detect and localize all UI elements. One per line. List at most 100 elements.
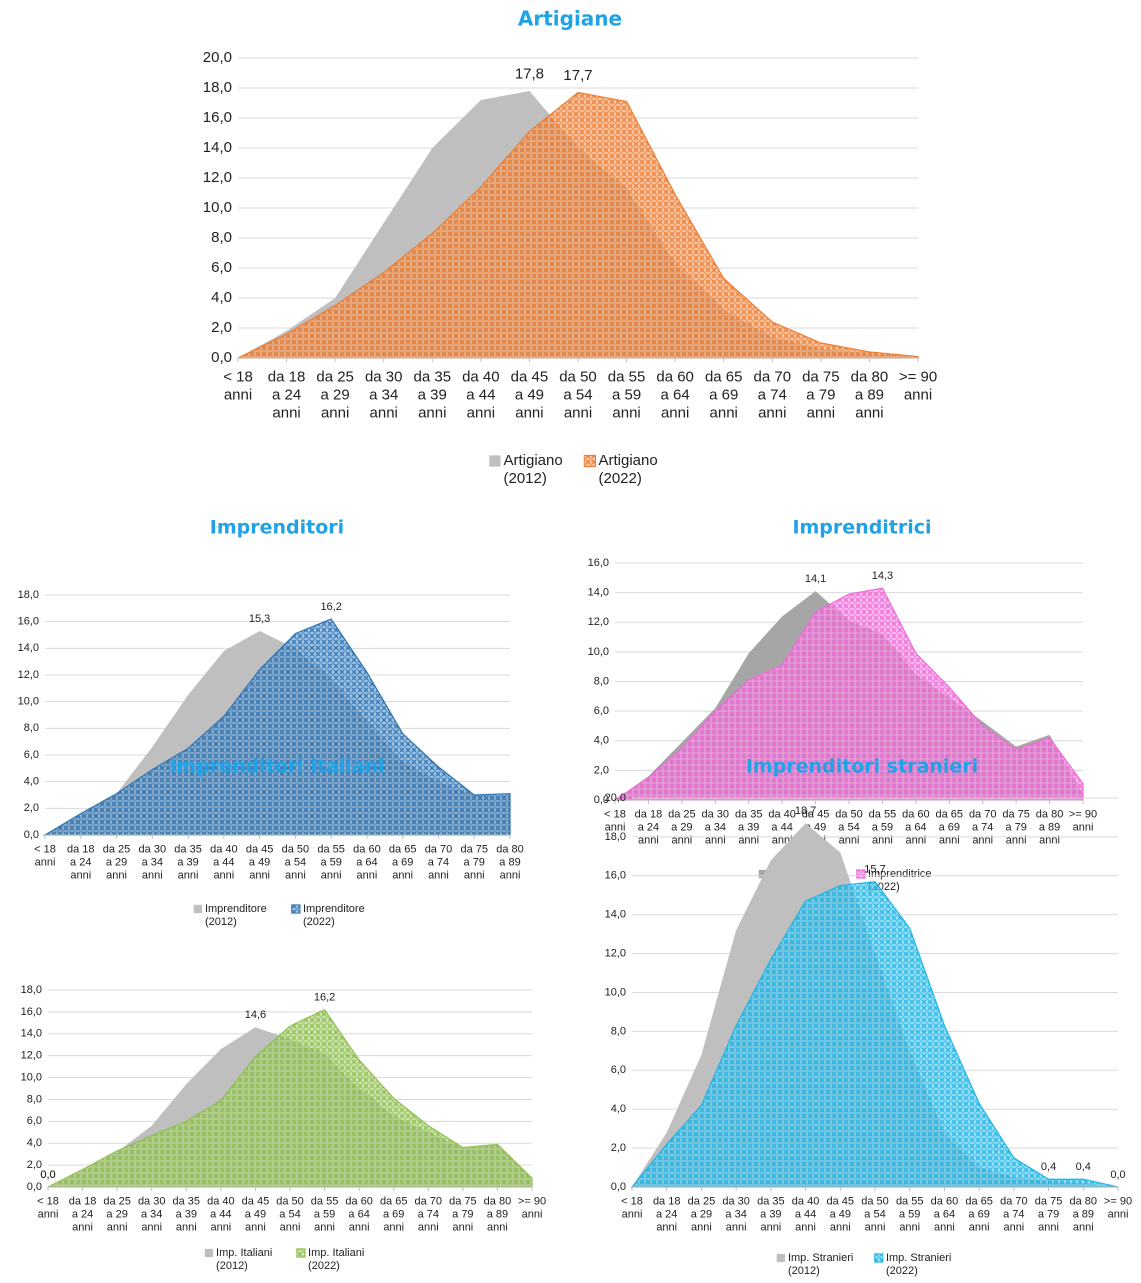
legend-swatch (776, 1253, 785, 1263)
legend-label: Imp. Italiani (2022) (308, 1247, 364, 1272)
x-tick-label: < 18 anni (37, 1195, 59, 1220)
y-tick-label: 0,0 (24, 829, 39, 841)
x-tick-label: da 70 a 74 anni (415, 1195, 443, 1233)
x-tick-label: da 25 a 29 anni (103, 1195, 131, 1233)
y-tick-label: 4,0 (594, 735, 609, 747)
area (47, 1008, 533, 1188)
x-tick-label: da 60 a 64 anni (656, 368, 694, 421)
x-tick-label: >= 90 anni (1069, 808, 1097, 833)
x-tick-label: da 80 a 89 anni (484, 1195, 512, 1233)
y-tick-label: 12,0 (605, 948, 626, 960)
y-tick-label: 10,0 (605, 986, 626, 998)
legend-swatch (758, 869, 767, 879)
x-tick-label: da 55 a 59 anni (869, 808, 897, 846)
y-tick-label: 14,0 (21, 1028, 42, 1040)
area (237, 91, 919, 359)
x-tick-label: da 70 a 74 anni (425, 843, 453, 881)
data-label: 0,0 (40, 1169, 55, 1181)
legend-label: Artigiano (2022) (599, 452, 658, 487)
data-label: 18,7 (795, 805, 816, 817)
data-label: 0,4 (1076, 1161, 1091, 1173)
x-tick-label: da 25 a 29 anni (688, 1195, 716, 1233)
x-tick-label: da 75 a 79 anni (460, 843, 488, 881)
x-tick-label: da 30 a 34 anni (702, 808, 730, 846)
y-tick-label: 2,0 (211, 319, 232, 336)
area (630, 881, 1119, 1188)
x-tick-label: da 50 a 54 anni (276, 1195, 304, 1233)
y-tick-label: 2,0 (611, 1142, 626, 1154)
y-tick-label: 12,0 (203, 169, 232, 186)
x-tick-label: da 55 a 59 anni (311, 1195, 339, 1233)
y-tick-label: 14,0 (588, 587, 609, 599)
data-label: 0,0 (1110, 1169, 1125, 1181)
x-tick-label: da 35 a 39 anni (173, 1195, 201, 1233)
chart-title: Imprenditori (210, 517, 344, 539)
x-tick-label: da 18 a 24 anni (653, 1195, 681, 1233)
area (613, 587, 1084, 801)
x-tick-label: da 75 a 79 anni (1002, 808, 1030, 846)
x-tick-label: da 60 a 64 anni (345, 1195, 373, 1233)
y-tick-label: 8,0 (27, 1093, 42, 1105)
y-tick-label: 4,0 (211, 289, 232, 306)
x-tick-label: < 18 anni (223, 368, 253, 403)
x-tick-label: da 75 a 79 anni (449, 1195, 477, 1233)
chart-title: Imprenditrici (792, 517, 931, 539)
y-tick-label: 18,0 (203, 79, 232, 96)
x-tick-label: da 55 a 59 anni (317, 843, 345, 881)
x-tick-label: da 18 a 24 anni (635, 808, 663, 846)
y-tick-label: 4,0 (27, 1137, 42, 1149)
y-tick-label: 6,0 (27, 1115, 42, 1127)
x-tick-label: da 50 a 54 anni (559, 368, 597, 421)
x-tick-label: da 25 a 29 anni (316, 368, 354, 421)
data-label: 0,4 (1041, 1161, 1056, 1173)
data-label: 17,7 (563, 67, 592, 84)
y-tick-label: 8,0 (211, 229, 232, 246)
x-tick-label: da 35 a 39 anni (414, 368, 452, 421)
x-tick-label: da 65 a 69 anni (389, 843, 417, 881)
x-tick-label: da 60 a 64 anni (353, 843, 381, 881)
y-tick-label: 20,0 (203, 49, 232, 66)
y-tick-label: 0,0 (27, 1181, 42, 1193)
y-tick-label: 0,0 (611, 1181, 626, 1193)
data-label: 0,0 (40, 1169, 55, 1181)
x-tick-label: da 18 a 24 anni (67, 843, 95, 881)
legend-swatch (874, 1253, 884, 1263)
x-tick-label: da 50 a 54 anni (861, 1195, 889, 1233)
x-tick-label: da 35 a 39 anni (174, 843, 202, 881)
x-tick-label: da 65 a 69 anni (380, 1195, 408, 1233)
data-label: 15,3 (249, 613, 270, 625)
legend-label: Imp. Italiani (2012) (216, 1247, 272, 1272)
legend-swatch (204, 1248, 214, 1258)
y-tick-label: 8,0 (611, 1025, 626, 1037)
x-tick-label: da 55 a 59 anni (896, 1195, 924, 1233)
y-tick-label: 2,0 (27, 1159, 42, 1171)
y-tick-label: 4,0 (24, 776, 39, 788)
legend-swatch (489, 455, 501, 467)
y-tick-label: 0,0 (211, 349, 232, 366)
y-tick-label: 16,0 (21, 1006, 42, 1018)
y-tick-label: 18,0 (605, 831, 626, 843)
y-tick-label: 6,0 (594, 705, 609, 717)
legend-label: Imp. Stranieri (2022) (886, 1252, 951, 1277)
area (42, 618, 511, 836)
x-tick-label: da 65 a 69 anni (705, 368, 743, 421)
y-tick-label: 16,0 (203, 109, 232, 126)
x-tick-label: da 40 a 44 anni (207, 1195, 235, 1233)
legend-swatch (296, 1248, 306, 1258)
data-label: 14,3 (872, 570, 893, 582)
legend-swatch (856, 869, 866, 879)
y-tick-label: 12,0 (18, 669, 39, 681)
y-tick-label: 18,0 (21, 984, 42, 996)
x-tick-label: da 25 a 29 anni (103, 843, 131, 881)
x-tick-label: da 65 a 69 anni (965, 1195, 993, 1233)
x-tick-label: da 40 a 44 anni (792, 1195, 820, 1233)
x-tick-label: da 25 a 29 anni (668, 808, 696, 846)
data-label: 14,1 (805, 573, 826, 585)
x-tick-label: da 60 a 64 anni (902, 808, 930, 846)
x-tick-label: da 50 a 54 anni (282, 843, 310, 881)
